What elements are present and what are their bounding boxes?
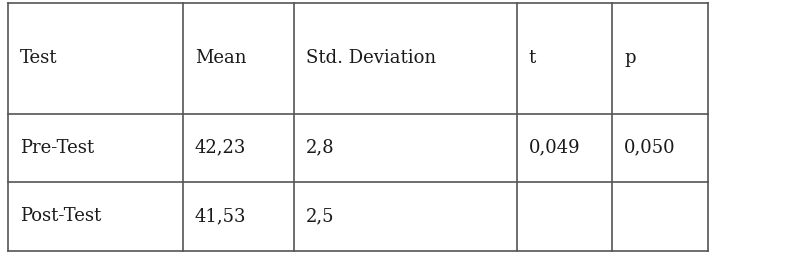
Text: t: t xyxy=(529,49,536,67)
Text: 0,050: 0,050 xyxy=(624,139,676,157)
Text: Mean: Mean xyxy=(195,49,246,67)
Text: Pre-Test: Pre-Test xyxy=(20,139,94,157)
Text: 0,049: 0,049 xyxy=(529,139,580,157)
Text: 2,8: 2,8 xyxy=(306,139,335,157)
Text: 42,23: 42,23 xyxy=(195,139,246,157)
Text: 41,53: 41,53 xyxy=(195,208,246,225)
Text: Test: Test xyxy=(20,49,57,67)
Text: 2,5: 2,5 xyxy=(306,208,335,225)
Text: Std. Deviation: Std. Deviation xyxy=(306,49,436,67)
Text: Post-Test: Post-Test xyxy=(20,208,101,225)
Text: p: p xyxy=(624,49,635,67)
